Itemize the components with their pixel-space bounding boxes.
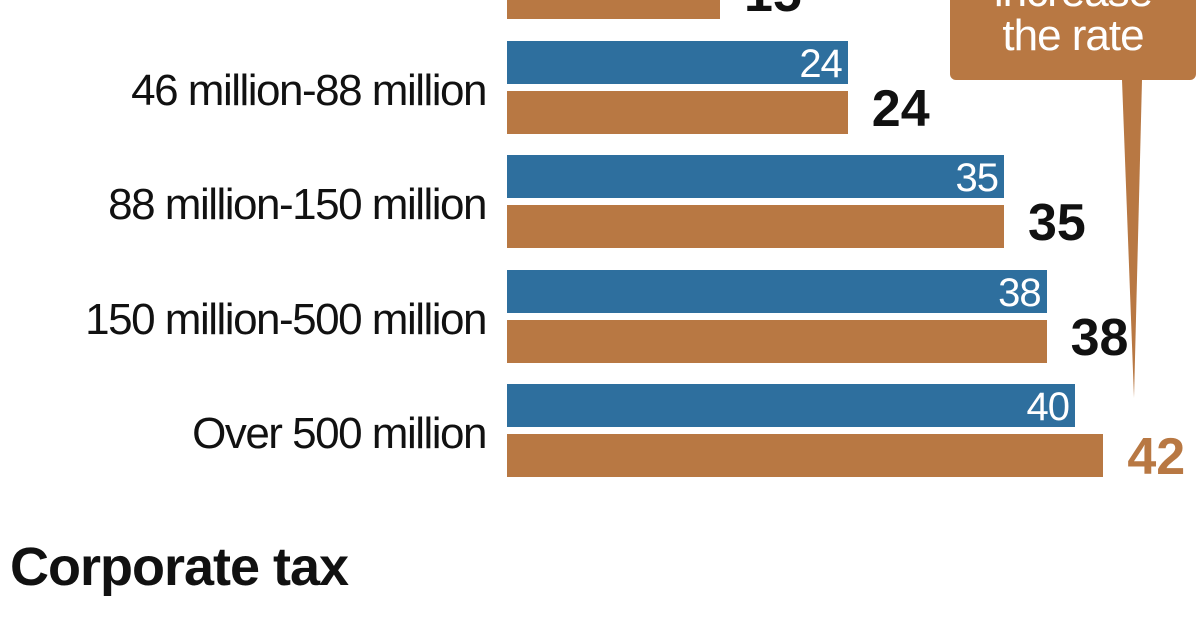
data-label-current: 35	[955, 156, 999, 200]
bar-current	[507, 384, 1075, 427]
data-label-proposed: 15	[744, 0, 802, 20]
data-label-proposed: 24	[871, 79, 930, 138]
category-label: Over 500 million	[192, 409, 487, 458]
category-label: 150 million-500 million	[85, 294, 487, 344]
bar-current	[507, 155, 1004, 198]
section-title: Corporate tax	[10, 537, 349, 597]
category-label: 46 million-88 million	[131, 65, 487, 115]
callout-pointer-shape	[1122, 80, 1142, 398]
data-label-current: 38	[998, 270, 1041, 315]
bar-current	[507, 269, 1047, 313]
bar-proposed	[507, 90, 848, 134]
bar-proposed	[507, 205, 1004, 248]
category-label: 88 million-150 million	[108, 180, 487, 229]
bar-proposed	[507, 434, 1104, 477]
callout-text: increase the rate	[994, 0, 1153, 60]
bar-proposed	[507, 319, 1047, 363]
data-label-proposed: 38	[1070, 308, 1129, 367]
data-label-proposed: 35	[1028, 194, 1086, 252]
bar-proposed	[507, 0, 720, 19]
data-label-proposed: 42	[1127, 428, 1186, 486]
callout-box: increase the rate	[950, 0, 1196, 80]
data-label-current: 40	[1026, 385, 1070, 429]
bar-current	[507, 40, 848, 84]
data-label-current: 24	[799, 41, 842, 86]
